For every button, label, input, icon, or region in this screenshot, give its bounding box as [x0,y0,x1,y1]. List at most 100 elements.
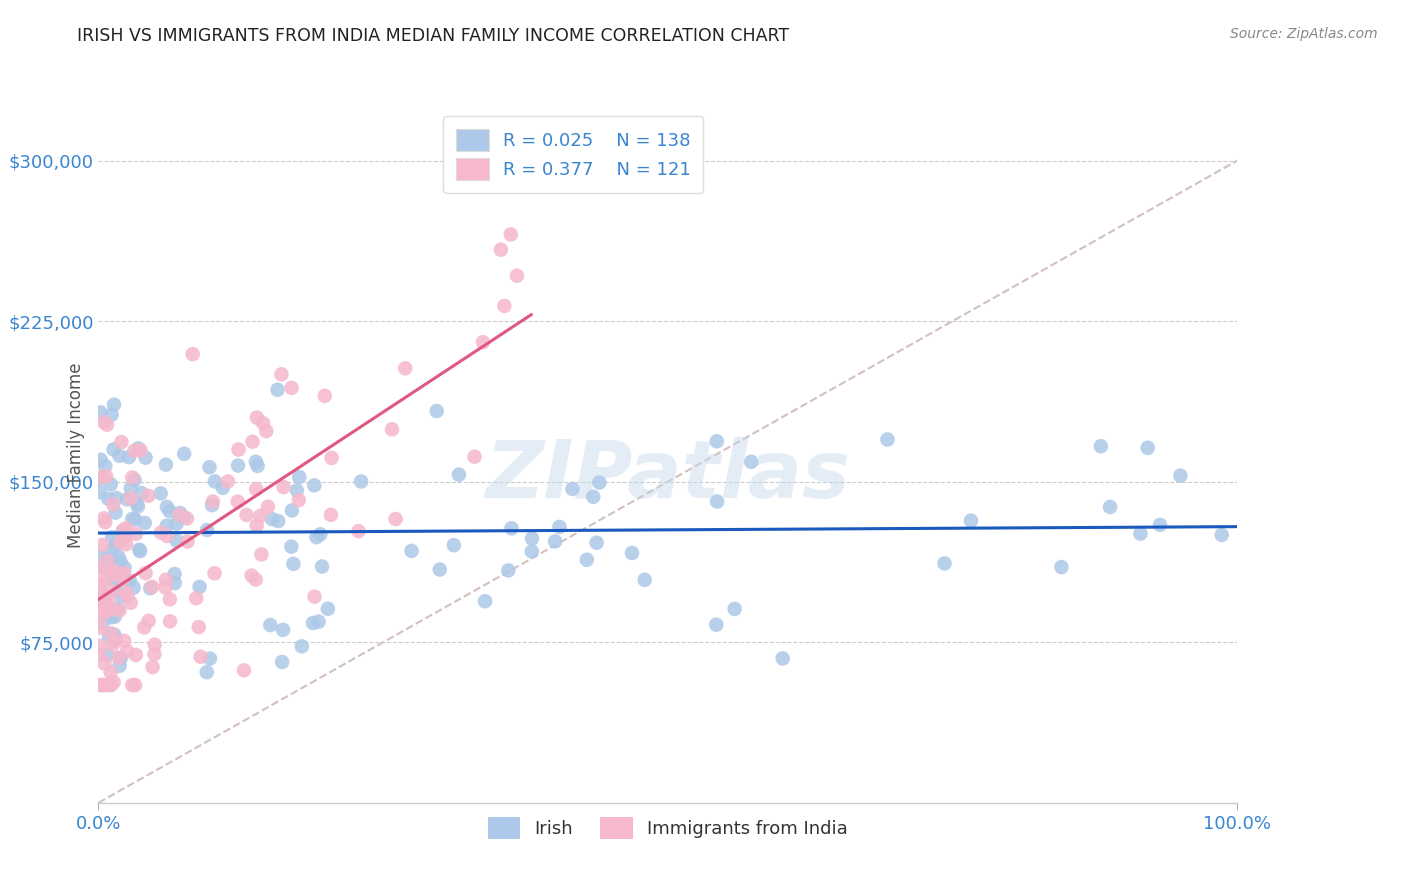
Point [204,566,226,581]
Point [156,529,179,543]
Text: ZIPatlas: ZIPatlas [485,437,851,515]
Point [112,571,135,585]
Point [100,678,122,692]
Point [104,538,127,552]
Point [125,497,148,511]
Point [89,472,111,486]
Point [1090,439,1112,453]
Point [142,660,165,674]
Point [93,415,115,429]
Point [100,477,122,491]
Point [1136,441,1159,455]
Point [105,491,128,505]
Point [91,678,114,692]
Point [211,481,233,495]
Point [254,424,277,438]
Point [141,580,163,594]
Point [489,243,512,257]
Point [201,494,224,508]
Point [112,633,135,648]
Point [245,455,267,469]
Point [156,500,179,514]
Point [108,603,131,617]
Point [228,442,250,457]
Point [97,648,120,662]
Point [304,590,326,604]
Point [90,576,112,591]
Point [101,530,124,544]
Point [90,607,112,622]
Point [96,469,118,483]
Point [506,268,529,283]
Point [124,512,146,526]
Point [724,602,747,616]
Point [471,335,494,350]
Point [159,592,181,607]
Point [94,459,117,474]
Point [499,227,522,242]
Point [111,524,134,538]
Point [426,404,449,418]
Point [115,521,138,535]
Point [1211,528,1233,542]
Point [267,514,290,528]
Point [585,535,607,549]
Point [138,489,160,503]
Point [121,678,143,692]
Point [103,675,125,690]
Point [89,639,111,653]
Point [94,600,117,615]
Point [94,605,117,619]
Point [91,616,114,631]
Point [107,651,129,665]
Point [1149,517,1171,532]
Point [93,589,115,603]
Point [127,500,149,514]
Point [110,435,132,450]
Point [107,569,129,583]
Point [94,561,117,575]
Point [181,347,204,361]
Point [97,591,120,606]
Point [262,512,284,526]
Point [100,626,122,640]
Point [138,614,160,628]
Point [90,599,112,613]
Point [139,582,162,596]
Point [163,576,186,591]
Point [96,553,118,567]
Point [120,491,142,506]
Point [250,547,273,561]
Point [93,657,115,671]
Point [120,596,142,610]
Point [91,538,114,552]
Point [233,663,256,677]
Point [107,549,129,564]
Point [304,478,326,492]
Point [316,601,339,615]
Point [204,475,226,489]
Point [740,455,762,469]
Point [101,638,124,652]
Point [280,540,302,554]
Point [280,381,302,395]
Point [772,651,794,665]
Point [107,602,129,616]
Point [134,516,156,530]
Point [498,563,520,577]
Point [91,678,114,692]
Point [104,632,127,646]
Point [118,574,141,588]
Point [347,524,370,538]
Point [159,504,181,518]
Point [173,447,195,461]
Point [110,535,132,549]
Point [166,516,188,531]
Point [108,658,131,673]
Point [129,443,152,458]
Point [103,564,125,578]
Point [135,566,157,580]
Point [100,544,122,558]
Point [271,655,294,669]
Point [246,458,269,473]
